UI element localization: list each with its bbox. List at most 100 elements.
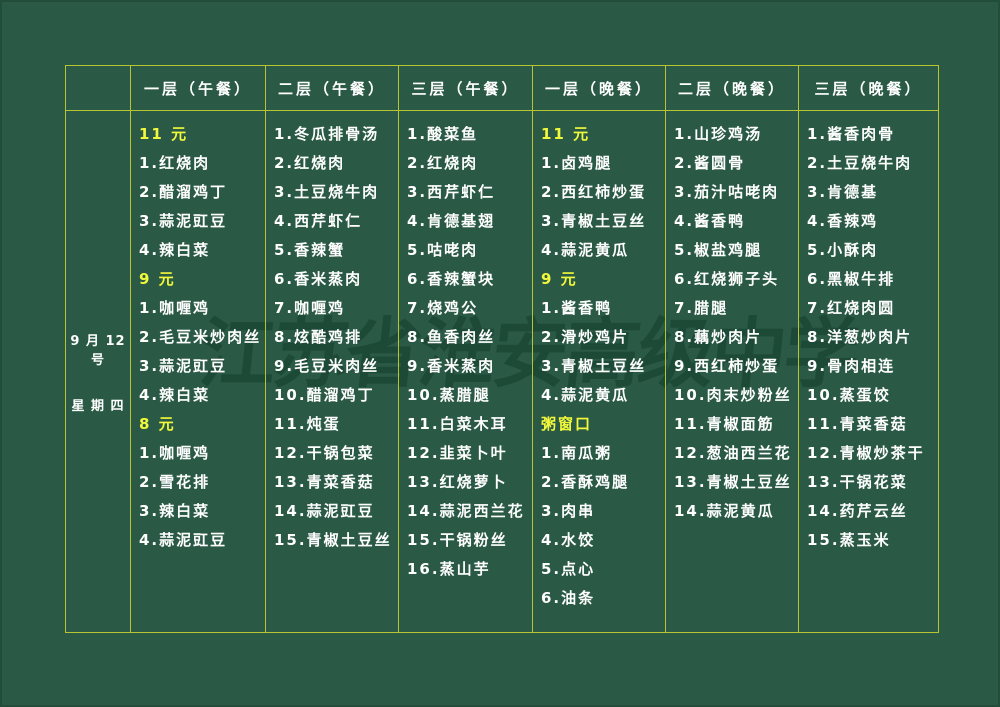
menu-item: 1.南瓜粥 xyxy=(541,444,613,462)
date-line1: 9 月 12 号 xyxy=(70,333,126,368)
menu-item: 3.肉串 xyxy=(541,502,596,520)
menu-item: 3.青椒土豆丝 xyxy=(541,212,647,230)
date-cell: 9 月 12 号星 期 四 xyxy=(66,111,131,633)
menu-item: 11.青菜香菇 xyxy=(807,415,908,433)
menu-item: 5.点心 xyxy=(541,560,596,578)
menu-item: 1.咖喱鸡 xyxy=(139,444,211,462)
menu-item: 14.蒜泥西兰花 xyxy=(407,502,525,520)
menu-item: 1.酱香肉骨 xyxy=(807,125,896,143)
menu-item: 10.醋溜鸡丁 xyxy=(274,386,375,404)
menu-item: 9.香米蒸肉 xyxy=(407,357,496,375)
column-header-5: 二层（晚餐） xyxy=(666,66,799,111)
menu-item: 4.水饺 xyxy=(541,531,596,549)
menu-item: 2.滑炒鸡片 xyxy=(541,328,630,346)
menu-column-1: 11 元 1.红烧肉 2.醋溜鸡丁 3.蒜泥豇豆 4.辣白菜 9 元 1.咖喱鸡 2.毛豆米炒… xyxy=(131,111,266,633)
menu-item: 3.西芹虾仁 xyxy=(407,183,496,201)
menu-item: 5.咕咾肉 xyxy=(407,241,479,259)
menu-item: 13.青菜香菇 xyxy=(274,473,375,491)
menu-item: 2.毛豆米炒肉丝 xyxy=(139,328,262,346)
menu-item: 6.香米蒸肉 xyxy=(274,270,363,288)
menu-item: 6.黑椒牛排 xyxy=(807,270,896,288)
menu-item: 12.青椒炒茶干 xyxy=(807,444,925,462)
menu-item: 5.椒盐鸡腿 xyxy=(674,241,763,259)
price-label: 11 元 xyxy=(541,125,591,143)
menu-item: 12.干锅包菜 xyxy=(274,444,375,462)
menu-table: 一层（午餐） 二层（午餐） 三层（午餐） 一层（晚餐） 二层（晚餐） 三层（晚餐） 9 月 … xyxy=(65,65,939,633)
price-label: 9 元 xyxy=(139,270,176,288)
menu-item: 7.咖喱鸡 xyxy=(274,299,346,317)
menu-item: 13.干锅花菜 xyxy=(807,473,908,491)
menu-item: 12.葱油西兰花 xyxy=(674,444,792,462)
menu-item: 10.肉末炒粉丝 xyxy=(674,386,792,404)
menu-item: 6.红烧狮子头 xyxy=(674,270,780,288)
column-header-1: 一层（午餐） xyxy=(131,66,266,111)
menu-item: 9.西红柿炒蛋 xyxy=(674,357,780,375)
corner-cell xyxy=(66,66,131,111)
menu-item: 3.辣白菜 xyxy=(139,502,211,520)
menu-item: 7.红烧肉圆 xyxy=(807,299,896,317)
menu-item: 4.蒜泥豇豆 xyxy=(139,531,228,549)
menu-item: 7.腊腿 xyxy=(674,299,729,317)
menu-item: 9.毛豆米肉丝 xyxy=(274,357,380,375)
menu-item: 5.小酥肉 xyxy=(807,241,879,259)
menu-item: 2.酱圆骨 xyxy=(674,154,746,172)
menu-item: 12.韭菜卜叶 xyxy=(407,444,508,462)
menu-item: 9.骨肉相连 xyxy=(807,357,896,375)
menu-item: 11.白菜木耳 xyxy=(407,415,508,433)
menu-item: 4.肯德基翅 xyxy=(407,212,496,230)
menu-item: 6.油条 xyxy=(541,589,596,607)
price-label: 9 元 xyxy=(541,270,578,288)
menu-item: 3.肯德基 xyxy=(807,183,879,201)
menu-item: 10.蒸腊腿 xyxy=(407,386,491,404)
menu-item: 1.卤鸡腿 xyxy=(541,154,613,172)
menu-column-5: 1.山珍鸡汤 2.酱圆骨 3.茄汁咕咾肉 4.酱香鸭 5.椒盐鸡腿 6.红烧狮子头 7.腊腿… xyxy=(666,111,799,633)
menu-item: 1.红烧肉 xyxy=(139,154,211,172)
menu-column-6: 1.酱香肉骨 2.土豆烧牛肉 3.肯德基 4.香辣鸡 5.小酥肉 6.黑椒牛排 7.红烧肉圆… xyxy=(799,111,939,633)
menu-item: 4.酱香鸭 xyxy=(674,212,746,230)
column-header-6: 三层（晚餐） xyxy=(799,66,939,111)
menu-item: 4.香辣鸡 xyxy=(807,212,879,230)
menu-item: 13.红烧萝卜 xyxy=(407,473,508,491)
menu-item: 14.蒜泥黄瓜 xyxy=(674,502,775,520)
menu-item: 2.西红柿炒蛋 xyxy=(541,183,647,201)
menu-item: 8.炫酷鸡排 xyxy=(274,328,363,346)
menu-item: 1.酸菜鱼 xyxy=(407,125,479,143)
menu-item: 15.干锅粉丝 xyxy=(407,531,508,549)
menu-item: 8.藕炒肉片 xyxy=(674,328,763,346)
menu-item: 4.辣白菜 xyxy=(139,386,211,404)
price-label: 粥窗口 xyxy=(541,415,593,433)
column-header-3: 三层（午餐） xyxy=(399,66,533,111)
menu-item: 14.蒜泥豇豆 xyxy=(274,502,375,520)
menu-item: 4.西芹虾仁 xyxy=(274,212,363,230)
menu-item: 3.土豆烧牛肉 xyxy=(274,183,380,201)
date-line2: 星 期 四 xyxy=(71,398,125,414)
menu-item: 11.炖蛋 xyxy=(274,415,341,433)
menu-item: 5.香辣蟹 xyxy=(274,241,346,259)
menu-item: 2.香酥鸡腿 xyxy=(541,473,630,491)
price-label: 8 元 xyxy=(139,415,176,433)
menu-item: 13.青椒土豆丝 xyxy=(674,473,792,491)
menu-item: 7.烧鸡公 xyxy=(407,299,479,317)
price-label: 11 元 xyxy=(139,125,189,143)
menu-item: 6.香辣蟹块 xyxy=(407,270,496,288)
menu-column-3: 1.酸菜鱼 2.红烧肉 3.西芹虾仁 4.肯德基翅 5.咕咾肉 6.香辣蟹块 7.烧鸡公 8.… xyxy=(399,111,533,633)
column-header-2: 二层（午餐） xyxy=(266,66,399,111)
menu-item: 10.蒸蛋饺 xyxy=(807,386,891,404)
menu-item: 2.醋溜鸡丁 xyxy=(139,183,228,201)
menu-item: 14.药芹云丝 xyxy=(807,502,908,520)
menu-item: 1.咖喱鸡 xyxy=(139,299,211,317)
menu-item: 1.冬瓜排骨汤 xyxy=(274,125,380,143)
menu-item: 1.酱香鸭 xyxy=(541,299,613,317)
menu-item: 8.洋葱炒肉片 xyxy=(807,328,913,346)
menu-item: 16.蒸山芋 xyxy=(407,560,491,578)
menu-item: 2.雪花排 xyxy=(139,473,211,491)
menu-item: 4.蒜泥黄瓜 xyxy=(541,386,630,404)
menu-item: 3.蒜泥豇豆 xyxy=(139,357,228,375)
menu-item: 4.辣白菜 xyxy=(139,241,211,259)
menu-column-2: 1.冬瓜排骨汤 2.红烧肉 3.土豆烧牛肉 4.西芹虾仁 5.香辣蟹 6.香米蒸肉 7.咖喱… xyxy=(266,111,399,633)
column-header-4: 一层（晚餐） xyxy=(533,66,666,111)
menu-item: 2.红烧肉 xyxy=(407,154,479,172)
menu-item: 2.土豆烧牛肉 xyxy=(807,154,913,172)
menu-item: 15.青椒土豆丝 xyxy=(274,531,392,549)
